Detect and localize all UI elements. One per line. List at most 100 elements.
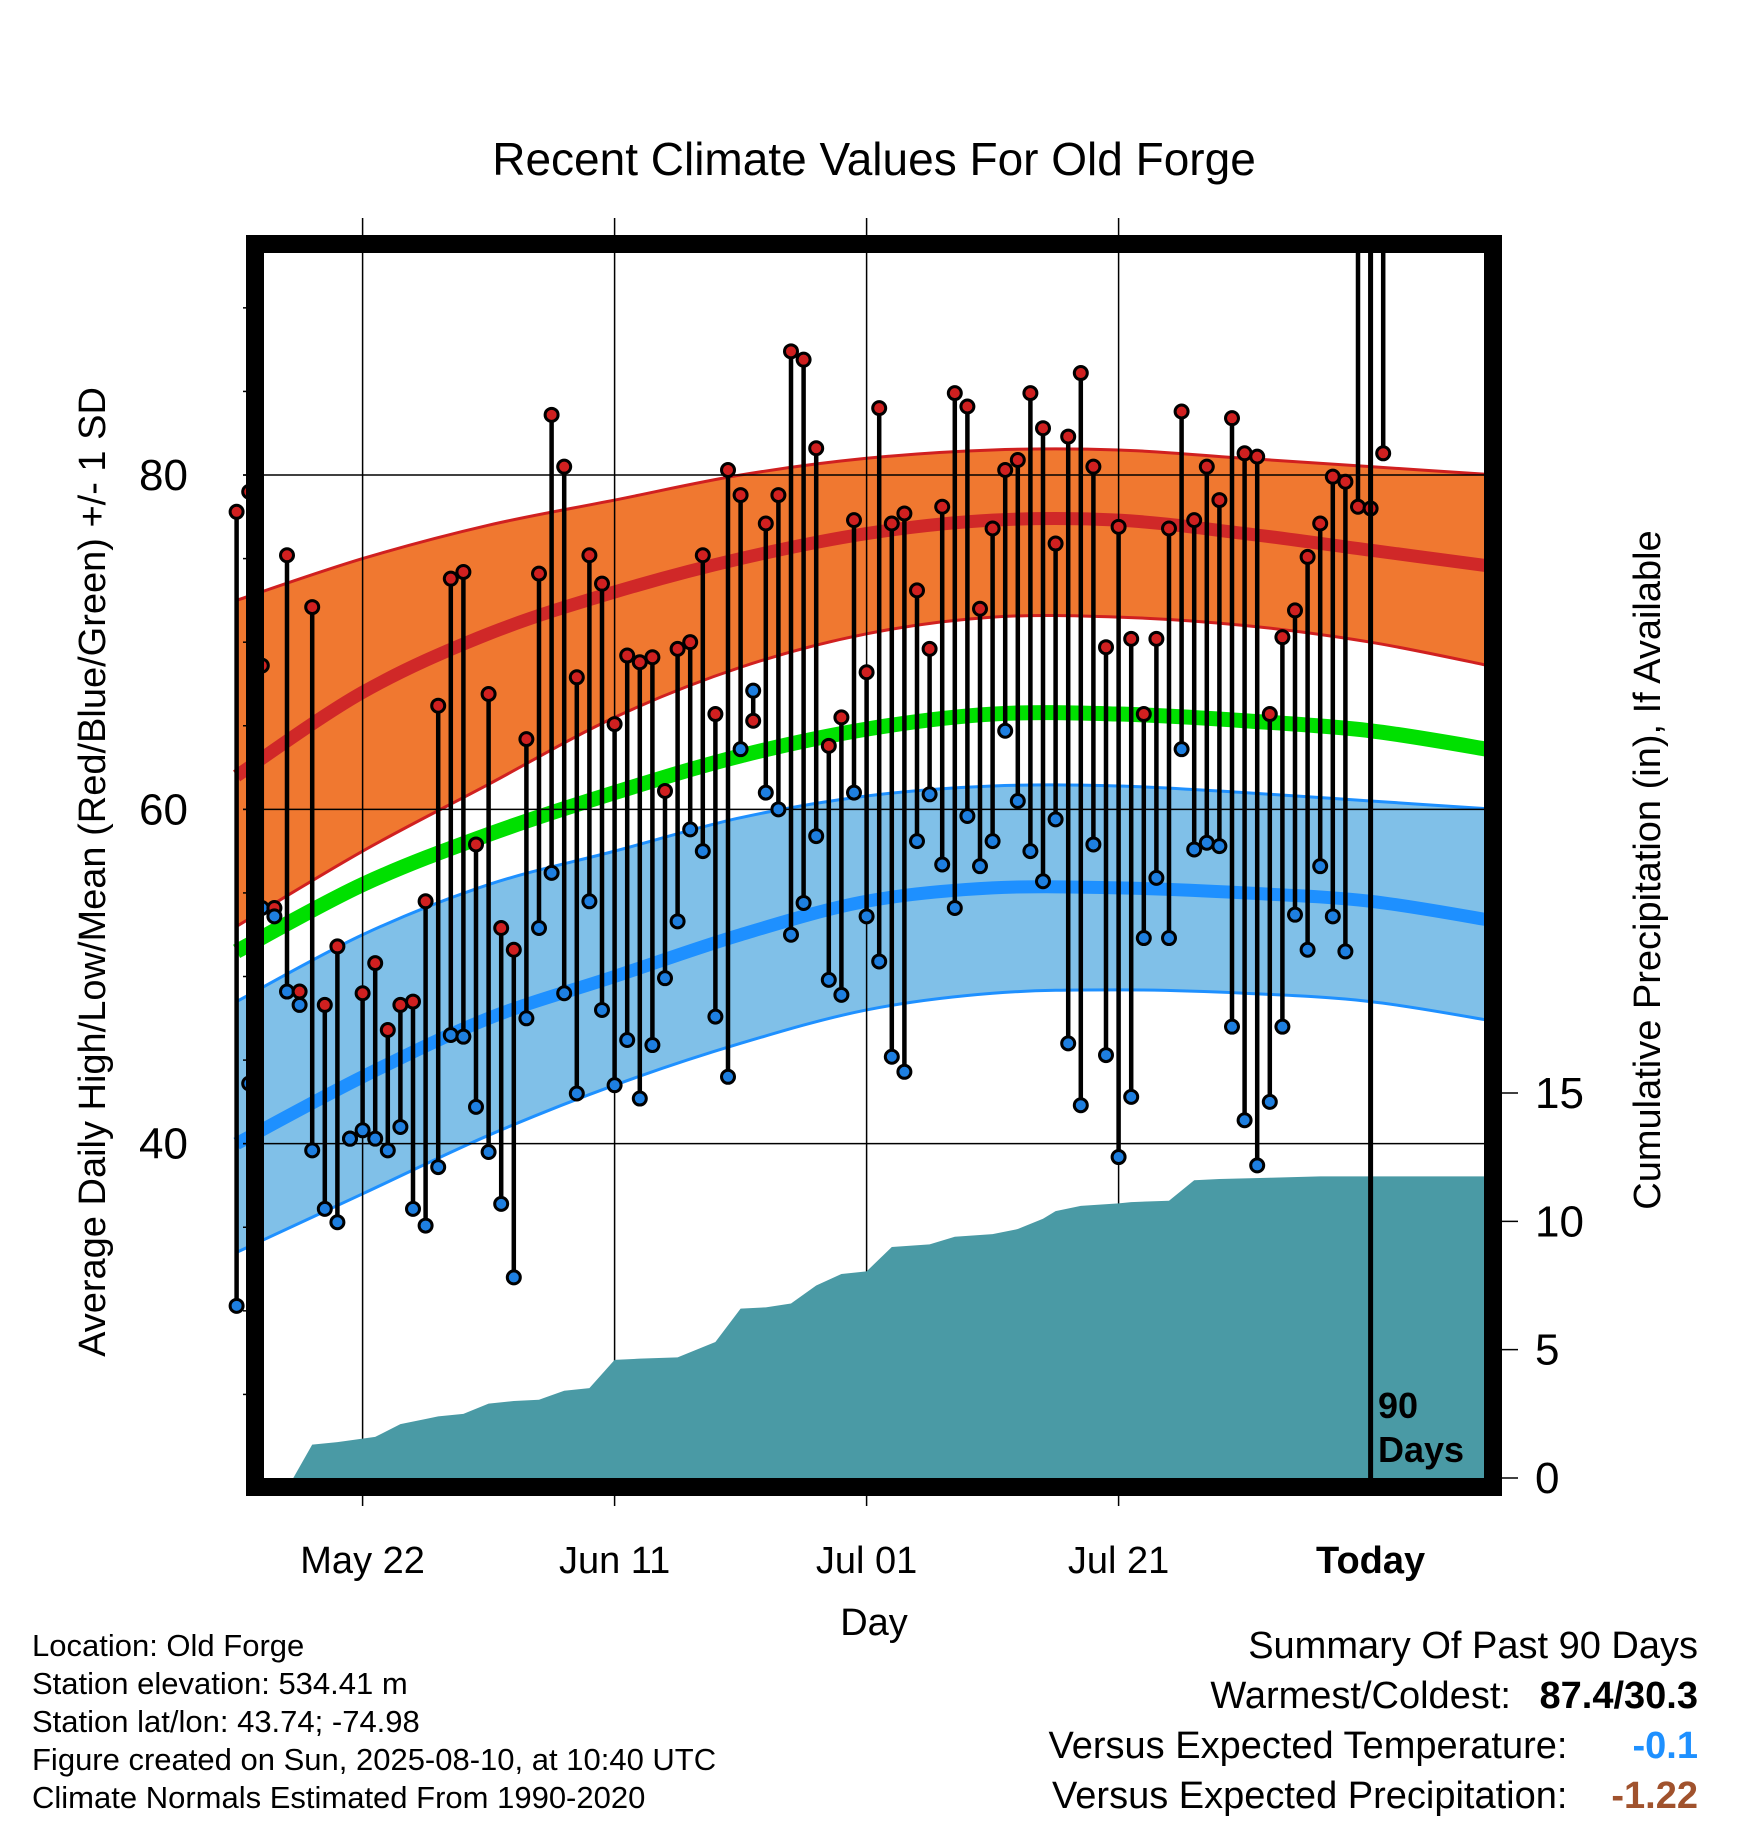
daily-high-point [1211, 492, 1228, 509]
daily-low-point [543, 864, 560, 881]
daily-high-point [1135, 706, 1152, 723]
daily-low-point [619, 1032, 636, 1049]
daily-low-point [606, 1077, 623, 1094]
today-marker-label-days-word: Days [1378, 1429, 1464, 1470]
daily-low-point [896, 1063, 913, 1080]
station-metadata: Location: Old Forge Station elevation: 5… [32, 1627, 716, 1817]
daily-low-point [1249, 1157, 1266, 1174]
daily-low-point [1377, 0, 1390, 7]
daily-low-point [757, 784, 774, 801]
precipitation-fill [293, 1176, 1484, 1478]
summary-precip-label: Versus Expected Precipitation: [1052, 1775, 1568, 1817]
daily-high-point [594, 575, 610, 592]
daily-high-point [883, 515, 900, 532]
daily-high-point [783, 343, 799, 360]
daily-high-point [1299, 548, 1316, 565]
daily-low-point [720, 1068, 736, 1085]
y-tick-label: 80 [139, 451, 188, 500]
summary-warm-cold-label: Warmest/Coldest: [1210, 1675, 1511, 1717]
daily-high-point [1249, 448, 1266, 465]
daily-high-point [694, 547, 711, 564]
daily-low-point [455, 1028, 472, 1045]
daily-low-point [783, 926, 799, 943]
daily-high-point [631, 654, 648, 671]
daily-low-point [1072, 1097, 1089, 1114]
daily-low-point [858, 908, 875, 925]
daily-high-point [1375, 445, 1392, 462]
daily-low-point [1337, 943, 1354, 960]
daily-low-point [1173, 741, 1190, 758]
summary-temp-label: Versus Expected Temperature: [1048, 1725, 1568, 1767]
daily-low-point [1148, 869, 1165, 886]
daily-low-point [795, 894, 812, 911]
today-marker-label-days-number: 90 [1378, 1385, 1418, 1426]
precipitation-area [293, 1176, 1484, 1478]
daily-low-point [1123, 1088, 1140, 1105]
daily-high-point [896, 505, 913, 522]
x-tick-label: Jul 21 [1068, 1540, 1169, 1582]
y2-tick-label: 10 [1535, 1197, 1584, 1246]
summary-temp-row: Versus Expected Temperature: -0.1 [1049, 1721, 1698, 1771]
daily-low-point [1135, 930, 1152, 947]
daily-high-point [1009, 451, 1026, 468]
daily-high-point [1287, 602, 1303, 619]
daily-high-point [707, 706, 724, 723]
daily-low-point [846, 784, 862, 801]
daily-low-point [657, 970, 673, 987]
daily-low-point [934, 856, 951, 873]
daily-low-point [1287, 906, 1303, 923]
plot-frame-border [246, 235, 1502, 1496]
daily-low-point [984, 833, 1001, 850]
daily-high-point [543, 406, 560, 423]
daily-high-point [1047, 535, 1064, 552]
daily-low-point [342, 1130, 358, 1147]
meta-normals: Climate Normals Estimated From 1990-2020 [32, 1780, 646, 1815]
daily-low-point [266, 908, 283, 925]
daily-high-point [405, 993, 421, 1010]
daily-high-point [455, 563, 472, 580]
daily-low-point [1198, 834, 1215, 851]
daily-high-point [1060, 428, 1077, 445]
meta-location: Location: Old Forge [32, 1628, 305, 1663]
daily-low-point [808, 828, 825, 845]
daily-high-point [1035, 420, 1051, 437]
daily-low-point [631, 1090, 648, 1107]
daily-high-point [669, 640, 686, 657]
daily-high-point [959, 398, 976, 415]
daily-high-point [1274, 629, 1291, 646]
daily-low-point [745, 682, 762, 699]
daily-high-point [417, 893, 434, 910]
daily-high-point [934, 498, 951, 515]
daily-low-point [480, 1144, 497, 1161]
daily-low-point [1224, 1018, 1240, 1035]
daily-low-point [405, 1200, 421, 1217]
x-tick-label: Today [1316, 1540, 1425, 1582]
daily-low-point [682, 821, 699, 838]
y2-tick-label: 0 [1535, 1454, 1559, 1503]
daily-high-point [1312, 515, 1329, 532]
daily-low-point [1035, 873, 1051, 890]
daily-high-point [770, 487, 787, 504]
daily-low-point [707, 1008, 724, 1025]
daily-low-point [367, 1130, 384, 1147]
daily-low-point [1299, 941, 1316, 958]
daily-low-point [468, 1098, 484, 1115]
summary-panel: Summary Of Past 90 Days Warmest/Coldest:… [1049, 1621, 1698, 1821]
daily-high-point [442, 570, 459, 587]
daily-low-point [505, 1269, 522, 1286]
daily-high-point [1148, 630, 1165, 647]
daily-low-point [1324, 908, 1341, 925]
daily-high-point [1198, 458, 1215, 475]
y-axis-label: Average Daily High/Low/Mean (Red/Blue/Gr… [72, 387, 114, 1357]
daily-low-point [833, 986, 850, 1003]
meta-created: Figure created on Sun, 2025-08-10, at 10… [32, 1742, 717, 1777]
daily-low-point [1110, 1149, 1127, 1166]
daily-high-point [1261, 706, 1278, 723]
daily-high-point [972, 600, 988, 617]
summary-warm-cold-value: 87.4/30.3 [1539, 1675, 1698, 1717]
daily-low-point [871, 953, 888, 970]
daily-low-point [379, 1142, 396, 1159]
daily-low-point [644, 1037, 661, 1054]
daily-high-point [1186, 512, 1203, 529]
daily-high-point [745, 712, 762, 729]
